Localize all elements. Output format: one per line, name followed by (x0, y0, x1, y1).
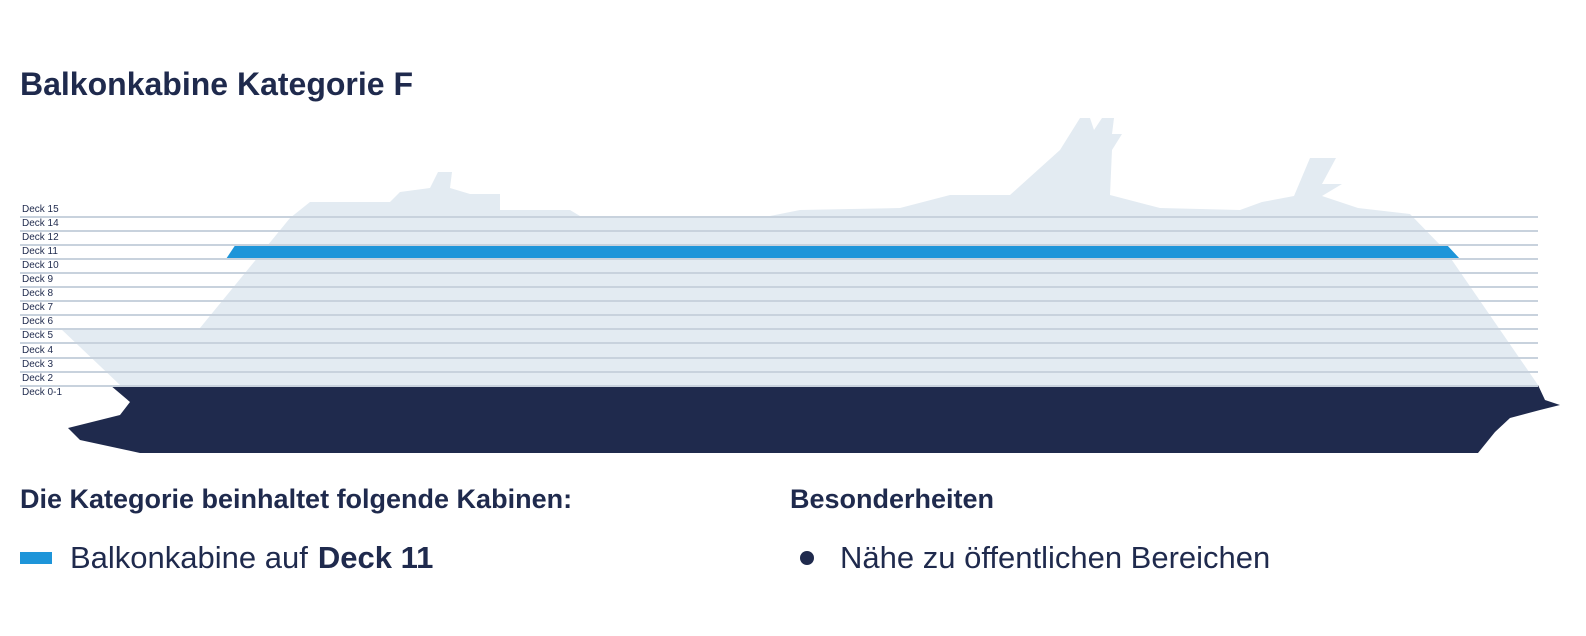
cabin-legend-item: Balkonkabine auf Deck 11 (20, 540, 433, 576)
deck-11-highlight (226, 244, 1460, 259)
deck-label: Deck 0-1 (22, 386, 63, 398)
deck-label: Deck 11 (22, 246, 58, 258)
deck-divider (20, 356, 1538, 359)
deck-label: Deck 15 (22, 204, 59, 215)
deck-divider (20, 342, 1538, 345)
deck-divider (20, 328, 1538, 331)
deck-label: Deck 2 (22, 372, 54, 384)
features-heading: Besonderheiten (790, 484, 995, 514)
deck-divider (20, 216, 1538, 218)
deck-divider (20, 314, 1538, 317)
ship-deck-plan: Deck 15 Deck 14 Deck 12 Deck 11 Deck 10 Deck … (0, 110, 1586, 460)
ship-silhouette (60, 118, 1560, 453)
feature-list-item: Nähe zu öffentlichen Bereichen (800, 540, 1270, 576)
deck-label: Deck 14 (22, 218, 59, 230)
deck-label: Deck 7 (22, 302, 54, 314)
deck-divider (20, 258, 1538, 261)
deck-divider (20, 370, 1538, 373)
deck-divider (20, 300, 1538, 303)
deck-label: Deck 8 (22, 288, 54, 300)
deck-label: Deck 9 (22, 274, 54, 286)
deck-divider (20, 286, 1538, 289)
ship-hull (68, 385, 1560, 453)
deck-label: Deck 3 (22, 358, 54, 370)
page-title: Balkonkabine Kategorie F (20, 66, 413, 102)
deck-label: Deck 10 (22, 260, 59, 272)
cabin-legend-deck: Deck 11 (317, 540, 434, 575)
bullet-icon (800, 551, 814, 565)
deck-divider (20, 230, 1538, 233)
feature-text: Nähe zu öffentlichen Bereichen (840, 540, 1271, 575)
deck-divider (20, 384, 1538, 387)
cabins-heading: Die Kategorie beinhaltet folgende Kabine… (20, 484, 573, 514)
deck-11-swatch (20, 552, 52, 564)
deck-label: Deck 12 (22, 232, 59, 244)
deck-label: Deck 6 (22, 316, 54, 328)
cabin-legend-text: Balkonkabine auf (70, 540, 308, 575)
deck-divider (20, 244, 1538, 247)
deck-label: Deck 4 (22, 344, 54, 356)
deck-divider (20, 272, 1538, 275)
deck-label: Deck 5 (22, 330, 54, 342)
